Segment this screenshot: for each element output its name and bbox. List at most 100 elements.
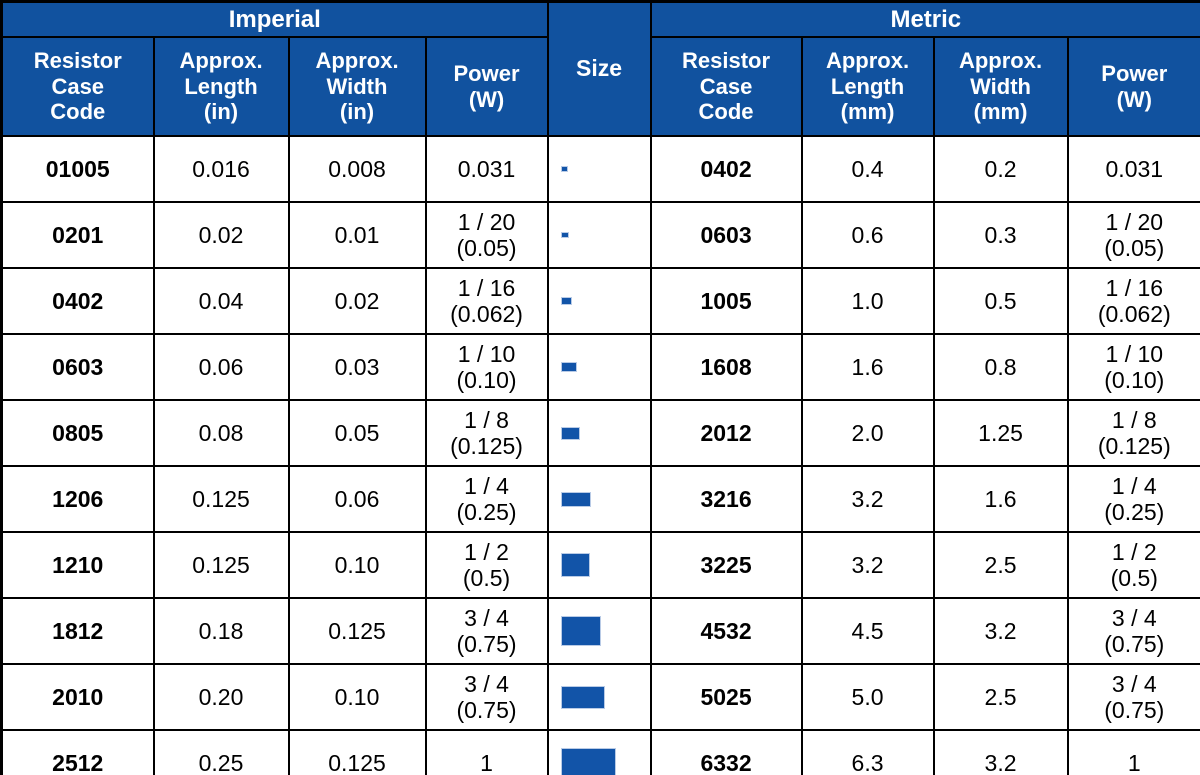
imperial-power: 1 / 2 (0.5) <box>424 531 549 599</box>
imperial-width: 0.125 <box>287 729 427 775</box>
metric-power: 1 / 16 (0.062) <box>1066 267 1200 335</box>
metric-case-code: 0402 <box>649 135 803 203</box>
imperial-case-code: 0201 <box>0 201 155 269</box>
metric-section-header: Metric <box>649 0 1200 38</box>
imperial-power: 1 / 4 (0.25) <box>424 465 549 533</box>
imperial-width: 0.008 <box>287 135 427 203</box>
metric-length: 4.5 <box>800 597 935 665</box>
metric-case-code: 2012 <box>649 399 803 467</box>
size-cell <box>546 333 652 401</box>
imperial-case-code-header: Resistor Case Code <box>0 36 155 137</box>
size-swatch <box>560 491 591 507</box>
metric-length: 1.6 <box>800 333 935 401</box>
metric-length: 2.0 <box>800 399 935 467</box>
size-column-header: Size <box>546 0 652 137</box>
size-cell <box>546 399 652 467</box>
imperial-length: 0.20 <box>152 663 290 731</box>
metric-width: 1.6 <box>932 465 1069 533</box>
metric-width: 1.25 <box>932 399 1069 467</box>
imperial-case-code: 1812 <box>0 597 155 665</box>
metric-length: 5.0 <box>800 663 935 731</box>
metric-power: 1 / 20 (0.05) <box>1066 201 1200 269</box>
imperial-power: 3 / 4 (0.75) <box>424 663 549 731</box>
table-body: 01005 0.016 0.008 0.031 0402 0.4 0.2 0.031 0201 0… <box>0 135 1200 775</box>
imperial-case-code: 0402 <box>0 267 155 335</box>
metric-length: 1.0 <box>800 267 935 335</box>
imperial-width: 0.01 <box>287 201 427 269</box>
metric-power: 3 / 4 (0.75) <box>1066 663 1200 731</box>
imperial-case-code: 1206 <box>0 465 155 533</box>
size-swatch <box>560 553 590 577</box>
metric-case-code: 5025 <box>649 663 803 731</box>
size-swatch <box>560 166 568 172</box>
table-row: 1812 0.18 0.125 3 / 4 (0.75) 4532 4.5 3.2 3 / 4… <box>0 597 1200 665</box>
table-row: 1206 0.125 0.06 1 / 4 (0.25) 3216 3.2 1.6 1 / 4… <box>0 465 1200 533</box>
imperial-width: 0.06 <box>287 465 427 533</box>
metric-width: 2.5 <box>932 663 1069 731</box>
imperial-width: 0.03 <box>287 333 427 401</box>
metric-power: 1 / 10 (0.10) <box>1066 333 1200 401</box>
metric-power: 1 <box>1066 729 1200 775</box>
metric-length: 3.2 <box>800 465 935 533</box>
imperial-width-header: Approx. Width (in) <box>287 36 427 137</box>
metric-width: 0.3 <box>932 201 1069 269</box>
metric-case-code: 6332 <box>649 729 803 775</box>
table-row: 2512 0.25 0.125 1 6332 6.3 3.2 1 <box>0 729 1200 775</box>
imperial-case-code: 2512 <box>0 729 155 775</box>
imperial-length: 0.18 <box>152 597 290 665</box>
metric-case-code: 3216 <box>649 465 803 533</box>
metric-power: 3 / 4 (0.75) <box>1066 597 1200 665</box>
metric-power: 1 / 2 (0.5) <box>1066 531 1200 599</box>
table-row: 0402 0.04 0.02 1 / 16 (0.062) 1005 1.0 0.5 1 / … <box>0 267 1200 335</box>
imperial-length: 0.02 <box>152 201 290 269</box>
imperial-width: 0.125 <box>287 597 427 665</box>
size-cell <box>546 465 652 533</box>
size-swatch <box>560 685 605 709</box>
imperial-length: 0.25 <box>152 729 290 775</box>
metric-width: 0.2 <box>932 135 1069 203</box>
size-swatch <box>560 748 616 775</box>
metric-length: 3.2 <box>800 531 935 599</box>
size-swatch <box>560 426 580 440</box>
metric-case-code: 0603 <box>649 201 803 269</box>
imperial-case-code: 0603 <box>0 333 155 401</box>
metric-case-code: 4532 <box>649 597 803 665</box>
size-cell <box>546 267 652 335</box>
imperial-width: 0.10 <box>287 663 427 731</box>
size-cell <box>546 663 652 731</box>
imperial-case-code: 2010 <box>0 663 155 731</box>
imperial-length: 0.04 <box>152 267 290 335</box>
section-header-row: Imperial Size Metric <box>0 0 1200 137</box>
column-header-row: Resistor Case Code Approx. Length (in) A… <box>0 36 1200 137</box>
metric-case-code: 3225 <box>649 531 803 599</box>
size-swatch <box>560 297 572 305</box>
size-swatch <box>560 232 569 238</box>
metric-power-header: Power (W) <box>1066 36 1200 137</box>
size-cell <box>546 597 652 665</box>
size-cell <box>546 729 652 775</box>
table-header: Imperial Size Metric Resistor Case Code … <box>0 0 1200 137</box>
imperial-power: 0.031 <box>424 135 549 203</box>
size-cell <box>546 135 652 203</box>
imperial-width: 0.10 <box>287 531 427 599</box>
metric-length: 6.3 <box>800 729 935 775</box>
table-row: 2010 0.20 0.10 3 / 4 (0.75) 5025 5.0 2.5 3 / 4 … <box>0 663 1200 731</box>
imperial-width: 0.05 <box>287 399 427 467</box>
metric-width: 2.5 <box>932 531 1069 599</box>
metric-power: 1 / 8 (0.125) <box>1066 399 1200 467</box>
imperial-length: 0.125 <box>152 531 290 599</box>
imperial-case-code: 0805 <box>0 399 155 467</box>
imperial-power: 1 / 20 (0.05) <box>424 201 549 269</box>
imperial-power: 1 <box>424 729 549 775</box>
imperial-width: 0.02 <box>287 267 427 335</box>
metric-power: 0.031 <box>1066 135 1200 203</box>
metric-case-code: 1005 <box>649 267 803 335</box>
metric-width: 0.5 <box>932 267 1069 335</box>
imperial-length: 0.06 <box>152 333 290 401</box>
table-row: 01005 0.016 0.008 0.031 0402 0.4 0.2 0.031 <box>0 135 1200 203</box>
metric-width: 0.8 <box>932 333 1069 401</box>
imperial-length: 0.125 <box>152 465 290 533</box>
table-row: 0201 0.02 0.01 1 / 20 (0.05) 0603 0.6 0.3 1 / 2… <box>0 201 1200 269</box>
